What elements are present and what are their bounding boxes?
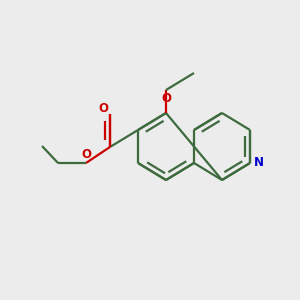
- Text: O: O: [98, 103, 108, 116]
- Text: O: O: [81, 148, 91, 161]
- Text: O: O: [161, 92, 171, 104]
- Text: N: N: [254, 157, 264, 169]
